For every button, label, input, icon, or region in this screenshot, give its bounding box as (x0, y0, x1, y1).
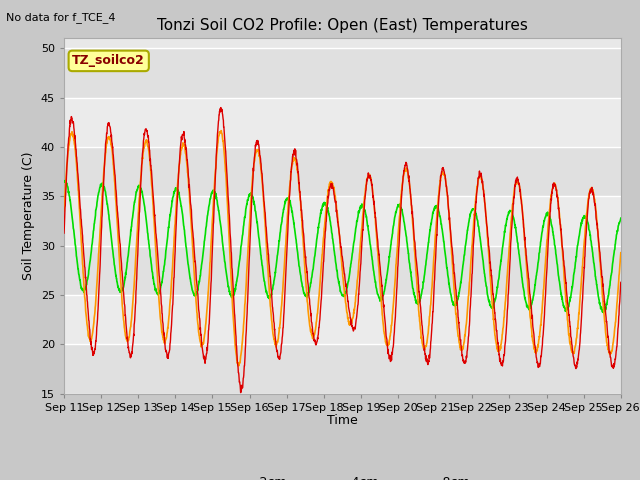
Bar (64, 196, 621, 246)
Bar (64, 344, 621, 394)
Bar (64, 97, 621, 147)
Bar (64, 48, 621, 97)
Text: TZ_soilco2: TZ_soilco2 (72, 54, 145, 67)
Bar (64, 147, 621, 196)
Bar (64, 246, 621, 295)
Title: Tonzi Soil CO2 Profile: Open (East) Temperatures: Tonzi Soil CO2 Profile: Open (East) Temp… (157, 18, 528, 33)
Bar (64, 295, 621, 344)
X-axis label: Time: Time (327, 414, 358, 427)
Y-axis label: Soil Temperature (C): Soil Temperature (C) (22, 152, 35, 280)
Text: No data for f_TCE_4: No data for f_TCE_4 (6, 12, 116, 23)
Legend: -2cm, -4cm, -8cm: -2cm, -4cm, -8cm (209, 471, 476, 480)
